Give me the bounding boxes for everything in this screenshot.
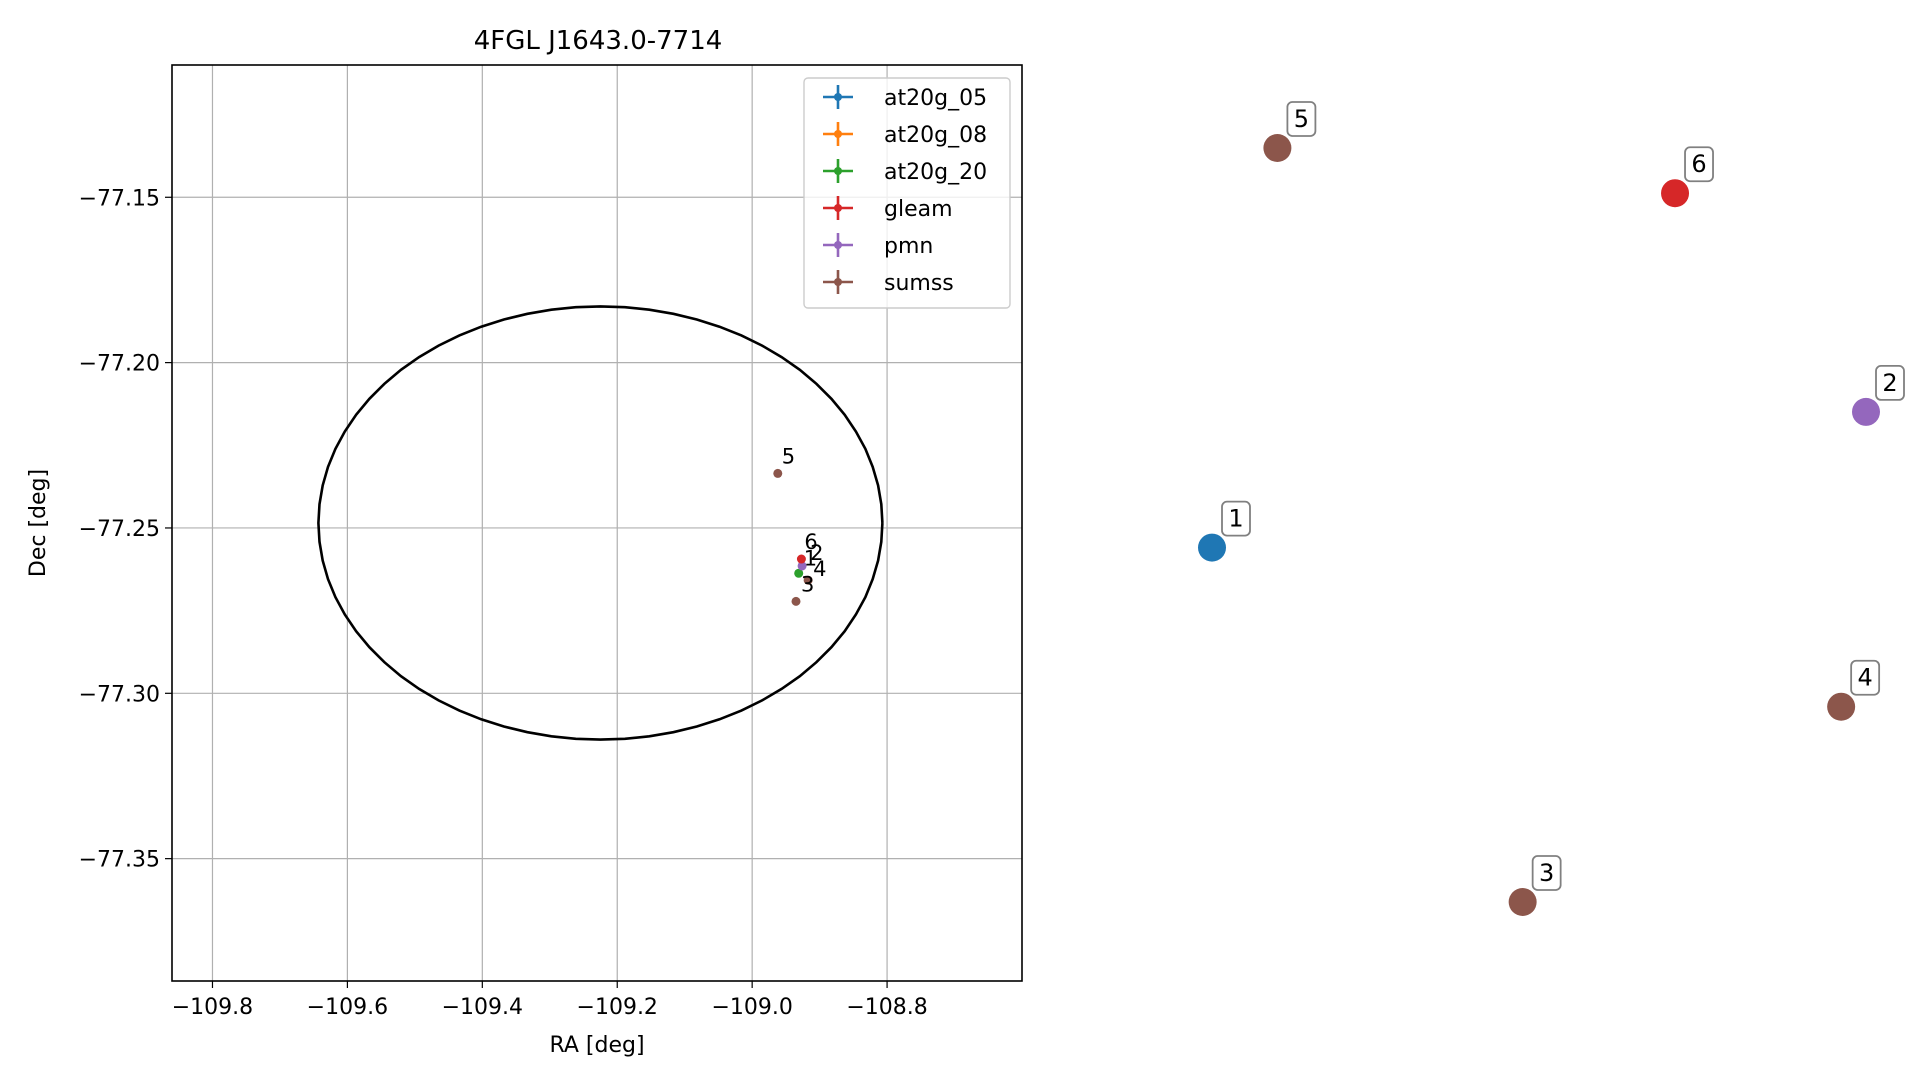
data-point-label: 5 <box>782 444 795 468</box>
zoom-marker <box>1263 134 1292 162</box>
chart-title: 4FGL J1643.0-7714 <box>474 26 723 56</box>
zoom-point: 5 <box>1263 101 1317 162</box>
zoom-label-box <box>1875 364 1905 401</box>
data-point-label: 4 <box>813 557 826 581</box>
legend-entry: at20g_20 <box>823 159 987 185</box>
right-scatter-panel: 1 2 3 4 5 6 <box>1198 101 1905 916</box>
data-point <box>797 561 807 571</box>
legend-label: at20g_20 <box>884 160 987 185</box>
data-point <box>773 468 783 478</box>
y-tick-label: −77.25 <box>79 517 160 542</box>
data-point <box>794 568 804 578</box>
legend-marker-dot <box>834 167 842 175</box>
zoom-label: 6 <box>1691 150 1706 178</box>
y-tick-label: −77.15 <box>79 186 160 211</box>
zoom-label-box <box>1286 101 1317 137</box>
zoom-point: 4 <box>1827 659 1881 721</box>
legend-label: pmn <box>884 234 933 259</box>
y-axis-label: Dec [deg] <box>26 469 51 577</box>
legend-marker-dot <box>834 130 842 138</box>
plot-frame <box>171 64 1023 982</box>
zoom-point: 3 <box>1508 855 1562 916</box>
legend-label: at20g_05 <box>884 86 987 111</box>
x-axis-ticks: −109.8 −109.6 −109.4 −109.2 −109.0 −108.8 <box>172 981 928 1020</box>
x-tick-label: −109.0 <box>711 995 792 1020</box>
legend-marker-dot <box>834 241 842 249</box>
data-point <box>803 575 813 585</box>
x-tick-label: −109.4 <box>442 995 523 1020</box>
y-tick-label: −77.30 <box>79 682 160 707</box>
legend-entry: sumss <box>823 270 954 296</box>
zoom-point: 1 <box>1198 500 1251 562</box>
data-point-label: 3 <box>801 572 814 596</box>
zoom-label: 3 <box>1539 859 1554 887</box>
legend-label: sumss <box>884 271 954 296</box>
legend-entry: at20g_05 <box>823 85 987 111</box>
legend-marker-dot <box>834 278 842 286</box>
legend-label: gleam <box>884 197 953 222</box>
zoom-marker <box>1198 533 1226 562</box>
zoom-label: 4 <box>1858 664 1873 692</box>
legend-label: at20g_08 <box>884 123 987 148</box>
localization-ellipse <box>317 305 884 741</box>
zoom-label-box <box>1684 146 1714 183</box>
legend-entry: gleam <box>823 196 953 222</box>
x-tick-label: −109.2 <box>577 995 658 1020</box>
zoom-marker <box>1852 397 1880 426</box>
zoom-label-box <box>1221 500 1251 537</box>
data-point-label: 1 <box>804 546 817 570</box>
y-axis-ticks: −77.15 −77.20 −77.25 −77.30 −77.35 <box>79 186 172 873</box>
legend-entry: pmn <box>823 233 933 259</box>
zoom-label: 5 <box>1294 105 1309 133</box>
legend-frame <box>803 77 1011 309</box>
y-tick-label: −77.20 <box>79 352 160 377</box>
zoom-marker <box>1508 888 1537 916</box>
legend-entry: at20g_08 <box>823 122 987 148</box>
zoom-label: 1 <box>1228 505 1243 533</box>
data-point-label: 2 <box>810 541 823 565</box>
zoom-point: 6 <box>1661 146 1714 208</box>
data-point <box>796 554 806 564</box>
x-axis-label: RA [deg] <box>549 1033 644 1058</box>
data-point-label: 6 <box>804 530 817 554</box>
data-point <box>791 596 801 606</box>
zoom-label: 2 <box>1882 369 1897 397</box>
zoom-label-box <box>1850 659 1881 696</box>
zoom-marker <box>1661 179 1690 208</box>
zoom-label-box <box>1531 855 1562 891</box>
x-tick-label: −109.8 <box>172 995 253 1020</box>
zoom-point: 2 <box>1852 364 1905 426</box>
x-tick-label: −109.6 <box>307 995 388 1020</box>
legend-marker-dot <box>834 204 842 212</box>
zoom-marker <box>1827 692 1856 721</box>
legend-marker-dot <box>834 93 842 101</box>
y-tick-label: −77.35 <box>79 848 160 873</box>
x-tick-label: −108.8 <box>846 995 927 1020</box>
